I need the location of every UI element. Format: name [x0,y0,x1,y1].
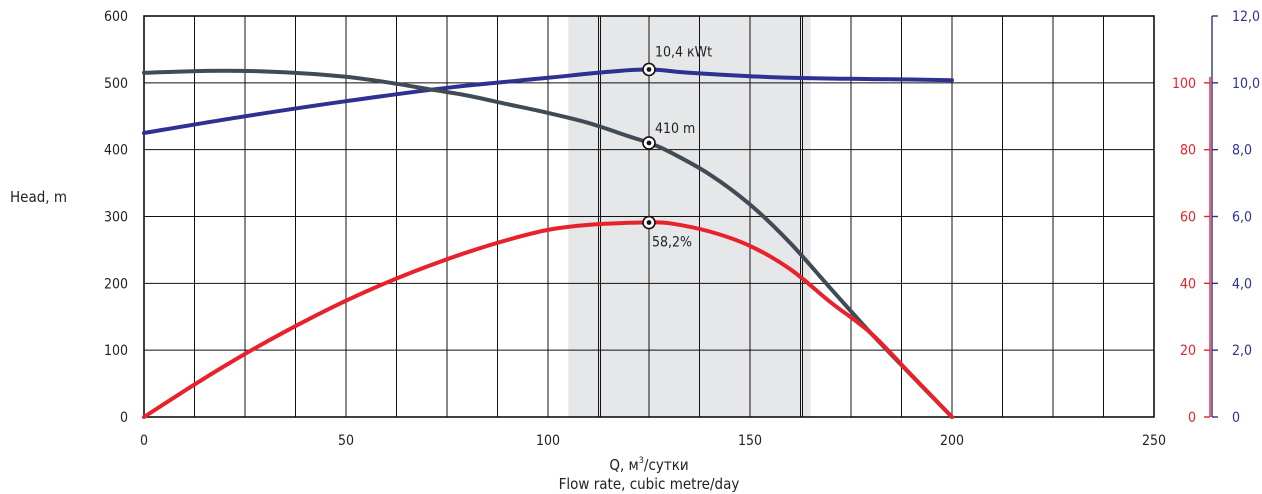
y-tick-label-power: 10,0 [1232,76,1260,92]
y-tick-label-power: 2,0 [1232,343,1252,359]
y-tick-label-efficiency: 0 [1188,410,1196,426]
y-tick-label-efficiency: 20 [1180,343,1196,359]
x-tick-label: 150 [738,433,762,449]
y-tick-label-efficiency: 100 [1172,76,1196,92]
series-lines [142,67,954,419]
y-tick-label-power: 4,0 [1232,276,1252,292]
y-tick-label-head: 100 [104,343,128,359]
y-tick-label-power: 0 [1232,410,1240,426]
x-tick-label: 250 [1142,433,1166,449]
y-axis-label-head: Head, m [10,188,67,206]
y-tick-label-efficiency: 80 [1180,143,1196,159]
y-tick-label-power: 6,0 [1232,210,1252,226]
y-tick-label-power: 8,0 [1232,143,1252,159]
annotation-power: 10,4 кWt [655,44,712,60]
y-tick-label-head: 200 [104,276,128,292]
annotation-markers: 10,4 кWt 410 m 58,2% [642,44,712,251]
x-axis-label-ru-sup: 3 [639,456,644,466]
annotation-head: 410 m [655,121,695,137]
x-axis-label-ru-tail: /сутки [644,456,689,474]
x-tick-label: 50 [338,433,354,449]
x-axis-label-ru-base: Q, м [609,456,638,474]
y-tick-label-head: 500 [104,76,128,92]
marker-dot-power [646,67,652,72]
y-tick-label-head: 600 [104,9,128,25]
annotation-efficiency: 58,2% [652,235,692,251]
series-line-efficiency [142,220,954,419]
marker-dot-efficiency [646,220,652,225]
y-tick-label-efficiency: 40 [1180,276,1196,292]
x-axis-label-ru: Q, м3/сутки [609,456,688,474]
y-tick-label-efficiency: 60 [1180,210,1196,226]
x-tick-label: 0 [140,433,148,449]
plot-frame [143,15,1155,418]
x-tick-label: 200 [940,433,964,449]
y-tick-label-power: 12,0 [1232,9,1260,25]
marker-dot-head [646,140,652,146]
y-tick-label-head: 300 [104,210,128,226]
series-line-power [142,67,954,135]
axes: 0 50 100 150 200 2500100200300400500600020406… [104,9,1260,449]
y-tick-label-head: 0 [120,410,128,426]
x-axis-label-en: Flow rate, cubic metre/day [559,475,740,493]
y-tick-label-head: 400 [104,143,128,159]
series-line-head [142,68,954,419]
x-tick-label: 100 [536,433,560,449]
